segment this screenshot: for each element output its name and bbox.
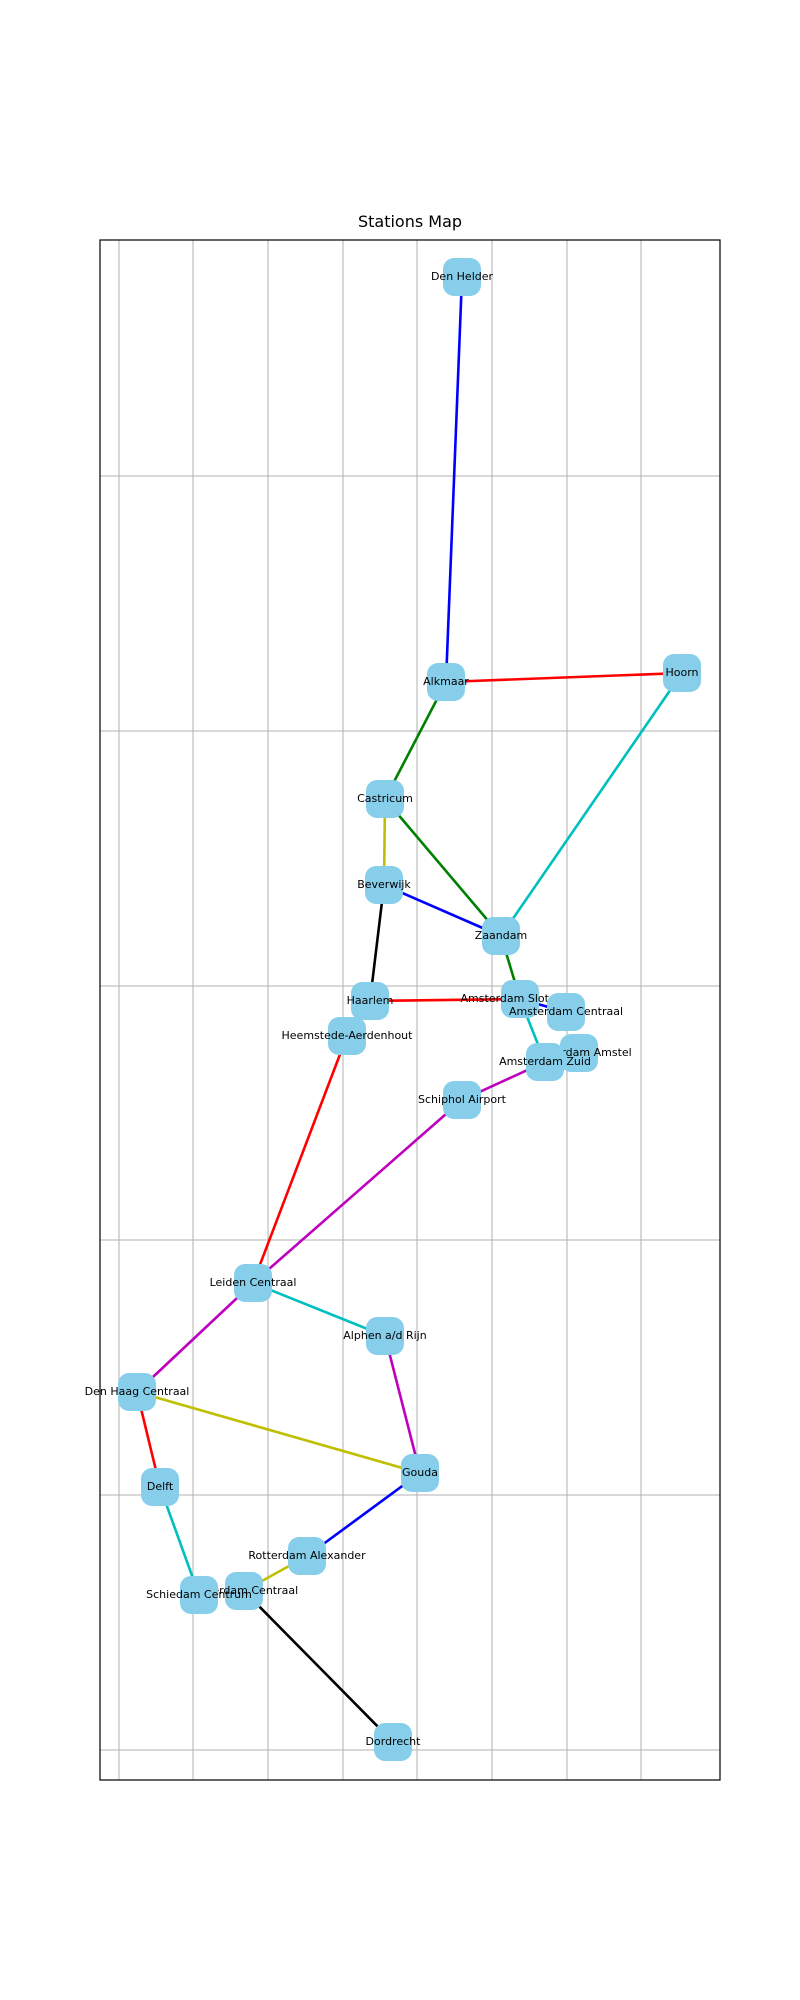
station-marker[interactable]	[118, 1373, 156, 1411]
route-line-den_helder-alkmaar	[444, 275, 464, 684]
station-den_haag[interactable]: Den Haag Centraal	[85, 1373, 190, 1411]
station-marker[interactable]	[443, 258, 481, 296]
station-label: Alphen a/d Rijn	[343, 1329, 426, 1342]
route-line-alkmaar-hoorn	[444, 671, 684, 684]
station-alphen[interactable]: Alphen a/d Rijn	[343, 1317, 427, 1355]
station-label: Zaandam	[475, 929, 527, 942]
station-marker[interactable]	[663, 654, 701, 692]
route-line-leiden-den_haag	[135, 1281, 255, 1394]
route-line-heemstede-leiden	[251, 1034, 349, 1285]
station-marker[interactable]	[401, 1454, 439, 1492]
station-hoorn[interactable]: Hoorn	[663, 654, 701, 692]
station-marker[interactable]	[501, 980, 539, 1018]
station-label: Amsterdam Centraal	[509, 1005, 623, 1018]
station-schiphol[interactable]: Schiphol Airport	[418, 1081, 507, 1119]
route-lines	[135, 275, 684, 1744]
station-beverwijk[interactable]: Beverwijk	[357, 866, 411, 904]
station-label: Schiedam Centrum	[146, 1588, 252, 1601]
route-line-beverwijk-zaandam	[382, 883, 503, 938]
station-marker[interactable]	[526, 1043, 564, 1081]
station-dordrecht[interactable]: Dordrecht	[366, 1723, 422, 1761]
route-line-den_haag-gouda	[135, 1390, 422, 1475]
station-label: Heemstede-Aerdenhout	[282, 1029, 414, 1042]
route-line-hoorn-zaandam	[499, 671, 684, 938]
map-frame	[99, 239, 721, 1781]
station-label: Rotterdam Alexander	[248, 1549, 366, 1562]
station-schiedam[interactable]: Schiedam Centrum	[146, 1576, 252, 1614]
route-line-schiphol-leiden	[251, 1098, 464, 1285]
route-line-castricum-zaandam	[383, 797, 503, 938]
station-marker[interactable]	[547, 993, 585, 1031]
station-label: Gouda	[402, 1466, 438, 1479]
route-line-alphen-gouda	[383, 1334, 422, 1475]
map-title: Stations Map	[358, 212, 462, 231]
route-line-rotterdam_centraal-dordrecht	[242, 1589, 395, 1744]
station-marker[interactable]	[141, 1468, 179, 1506]
station-alkmaar[interactable]: Alkmaar	[423, 663, 469, 701]
station-marker[interactable]	[365, 866, 403, 904]
station-zaandam[interactable]: Zaandam	[475, 917, 527, 955]
station-gouda[interactable]: Gouda	[401, 1454, 439, 1492]
station-ams_zuid[interactable]: Amsterdam Zuid	[499, 1043, 591, 1081]
station-marker[interactable]	[351, 982, 389, 1020]
station-label: Alkmaar	[423, 675, 469, 688]
grid	[100, 240, 720, 1780]
station-marker[interactable]	[482, 917, 520, 955]
station-marker[interactable]	[560, 1034, 598, 1072]
station-marker[interactable]	[328, 1017, 366, 1055]
station-marker[interactable]	[180, 1576, 218, 1614]
station-label: Leiden Centraal	[210, 1276, 297, 1289]
station-label: Den Helder	[431, 270, 494, 283]
station-marker[interactable]	[366, 780, 404, 818]
station-label: Delft	[147, 1480, 174, 1493]
station-label: Schiphol Airport	[418, 1093, 507, 1106]
station-leiden[interactable]: Leiden Centraal	[210, 1264, 297, 1302]
station-heemstede[interactable]: Heemstede-Aerdenhout	[282, 1017, 414, 1055]
station-label: Castricum	[357, 792, 413, 805]
station-label: Haarlem	[347, 994, 394, 1007]
station-marker[interactable]	[366, 1317, 404, 1355]
station-haarlem[interactable]: Haarlem	[347, 982, 394, 1020]
station-marker[interactable]	[427, 663, 465, 701]
route-line-alkmaar-castricum	[383, 680, 448, 801]
station-label: Hoorn	[665, 666, 698, 679]
station-marker[interactable]	[374, 1723, 412, 1761]
station-delft[interactable]: Delft	[141, 1468, 179, 1506]
station-label: Dordrecht	[366, 1735, 422, 1748]
stations: Den Helder Alkmaar Hoorn Castricum Beverwijk…	[85, 258, 701, 1761]
station-ams_centraal[interactable]: Amsterdam Centraal	[509, 993, 623, 1031]
station-label: Den Haag Centraal	[85, 1385, 190, 1398]
station-marker[interactable]	[443, 1081, 481, 1119]
route-line-beverwijk-haarlem	[368, 883, 386, 1003]
station-den_helder[interactable]: Den Helder	[431, 258, 494, 296]
station-marker[interactable]	[234, 1264, 272, 1302]
station-marker[interactable]	[225, 1572, 263, 1610]
route-line-gouda-rotterdam_alexander	[305, 1471, 422, 1558]
station-castricum[interactable]: Castricum	[357, 780, 413, 818]
station-label: Amsterdam Zuid	[499, 1055, 591, 1068]
route-line-haarlem-ams_sloterdijk	[368, 997, 522, 1003]
route-line-leiden-alphen	[251, 1281, 387, 1338]
station-marker[interactable]	[288, 1537, 326, 1575]
station-rotterdam_alexander[interactable]: Rotterdam Alexander	[248, 1537, 366, 1575]
station-label: Beverwijk	[357, 878, 411, 891]
